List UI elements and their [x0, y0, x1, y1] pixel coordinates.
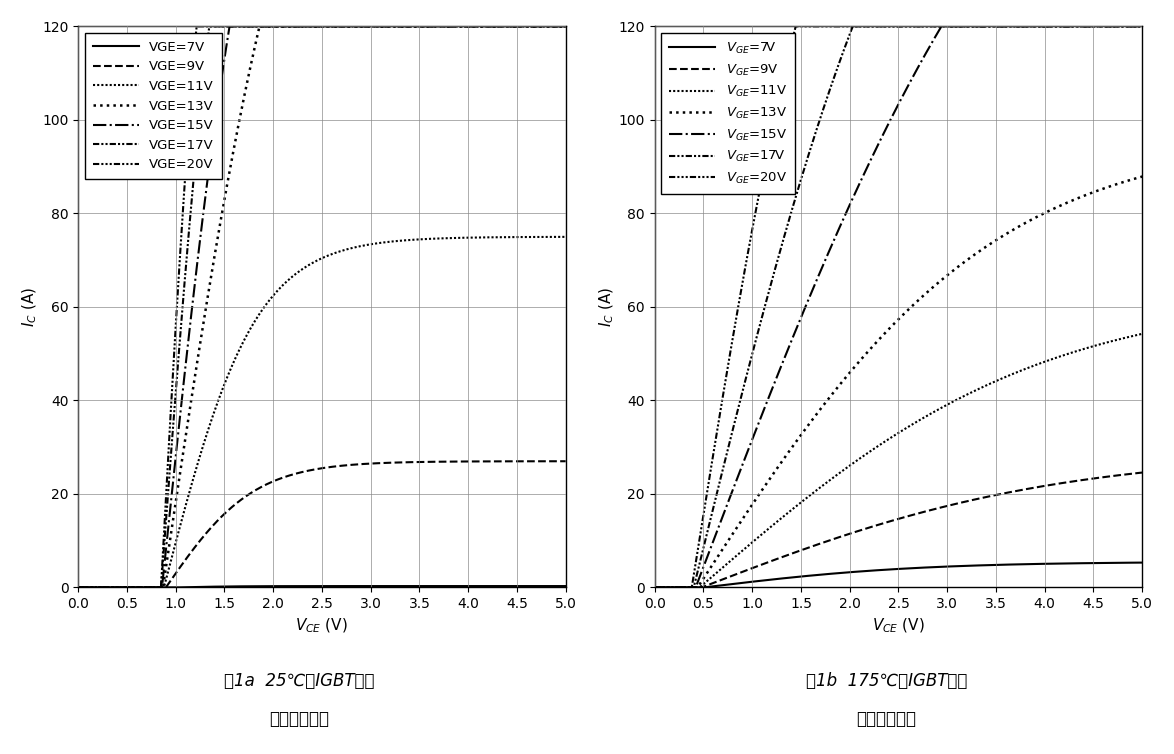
Y-axis label: $I_C$ (A): $I_C$ (A)	[21, 287, 39, 327]
Text: 输出特性曲线: 输出特性曲线	[269, 710, 330, 728]
Text: 图1b  175℃下IGBT典型: 图1b 175℃下IGBT典型	[805, 672, 967, 690]
X-axis label: $V_{CE}$ (V): $V_{CE}$ (V)	[296, 617, 349, 635]
Text: 输出特性曲线: 输出特性曲线	[856, 710, 917, 728]
Legend: VGE=7V, VGE=9V, VGE=11V, VGE=13V, VGE=15V, VGE=17V, VGE=20V: VGE=7V, VGE=9V, VGE=11V, VGE=13V, VGE=15…	[85, 33, 222, 179]
Legend: $V_{GE}$=7V, $V_{GE}$=9V, $V_{GE}$=11V, $V_{GE}$=13V, $V_{GE}$=15V, $V_{GE}$=17V: $V_{GE}$=7V, $V_{GE}$=9V, $V_{GE}$=11V, …	[661, 33, 795, 194]
Text: 图1a  25℃下IGBT典型: 图1a 25℃下IGBT典型	[224, 672, 375, 690]
X-axis label: $V_{CE}$ (V): $V_{CE}$ (V)	[872, 617, 925, 635]
Y-axis label: $I_C$ (A): $I_C$ (A)	[598, 287, 616, 327]
